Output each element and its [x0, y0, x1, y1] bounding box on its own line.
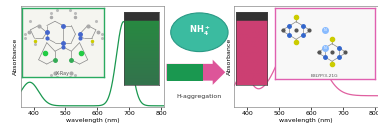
Text: H-aggregation: H-aggregation: [177, 94, 222, 99]
X-axis label: wavelength (nm): wavelength (nm): [66, 118, 119, 123]
Y-axis label: Absorbance: Absorbance: [13, 38, 18, 75]
FancyArrow shape: [167, 64, 203, 81]
Ellipse shape: [171, 13, 228, 52]
Y-axis label: Absorbance: Absorbance: [226, 38, 232, 75]
Text: $\mathbf{NH_4^+}$: $\mathbf{NH_4^+}$: [189, 24, 210, 38]
FancyArrow shape: [167, 60, 225, 85]
X-axis label: wavelength (nm): wavelength (nm): [279, 118, 333, 123]
